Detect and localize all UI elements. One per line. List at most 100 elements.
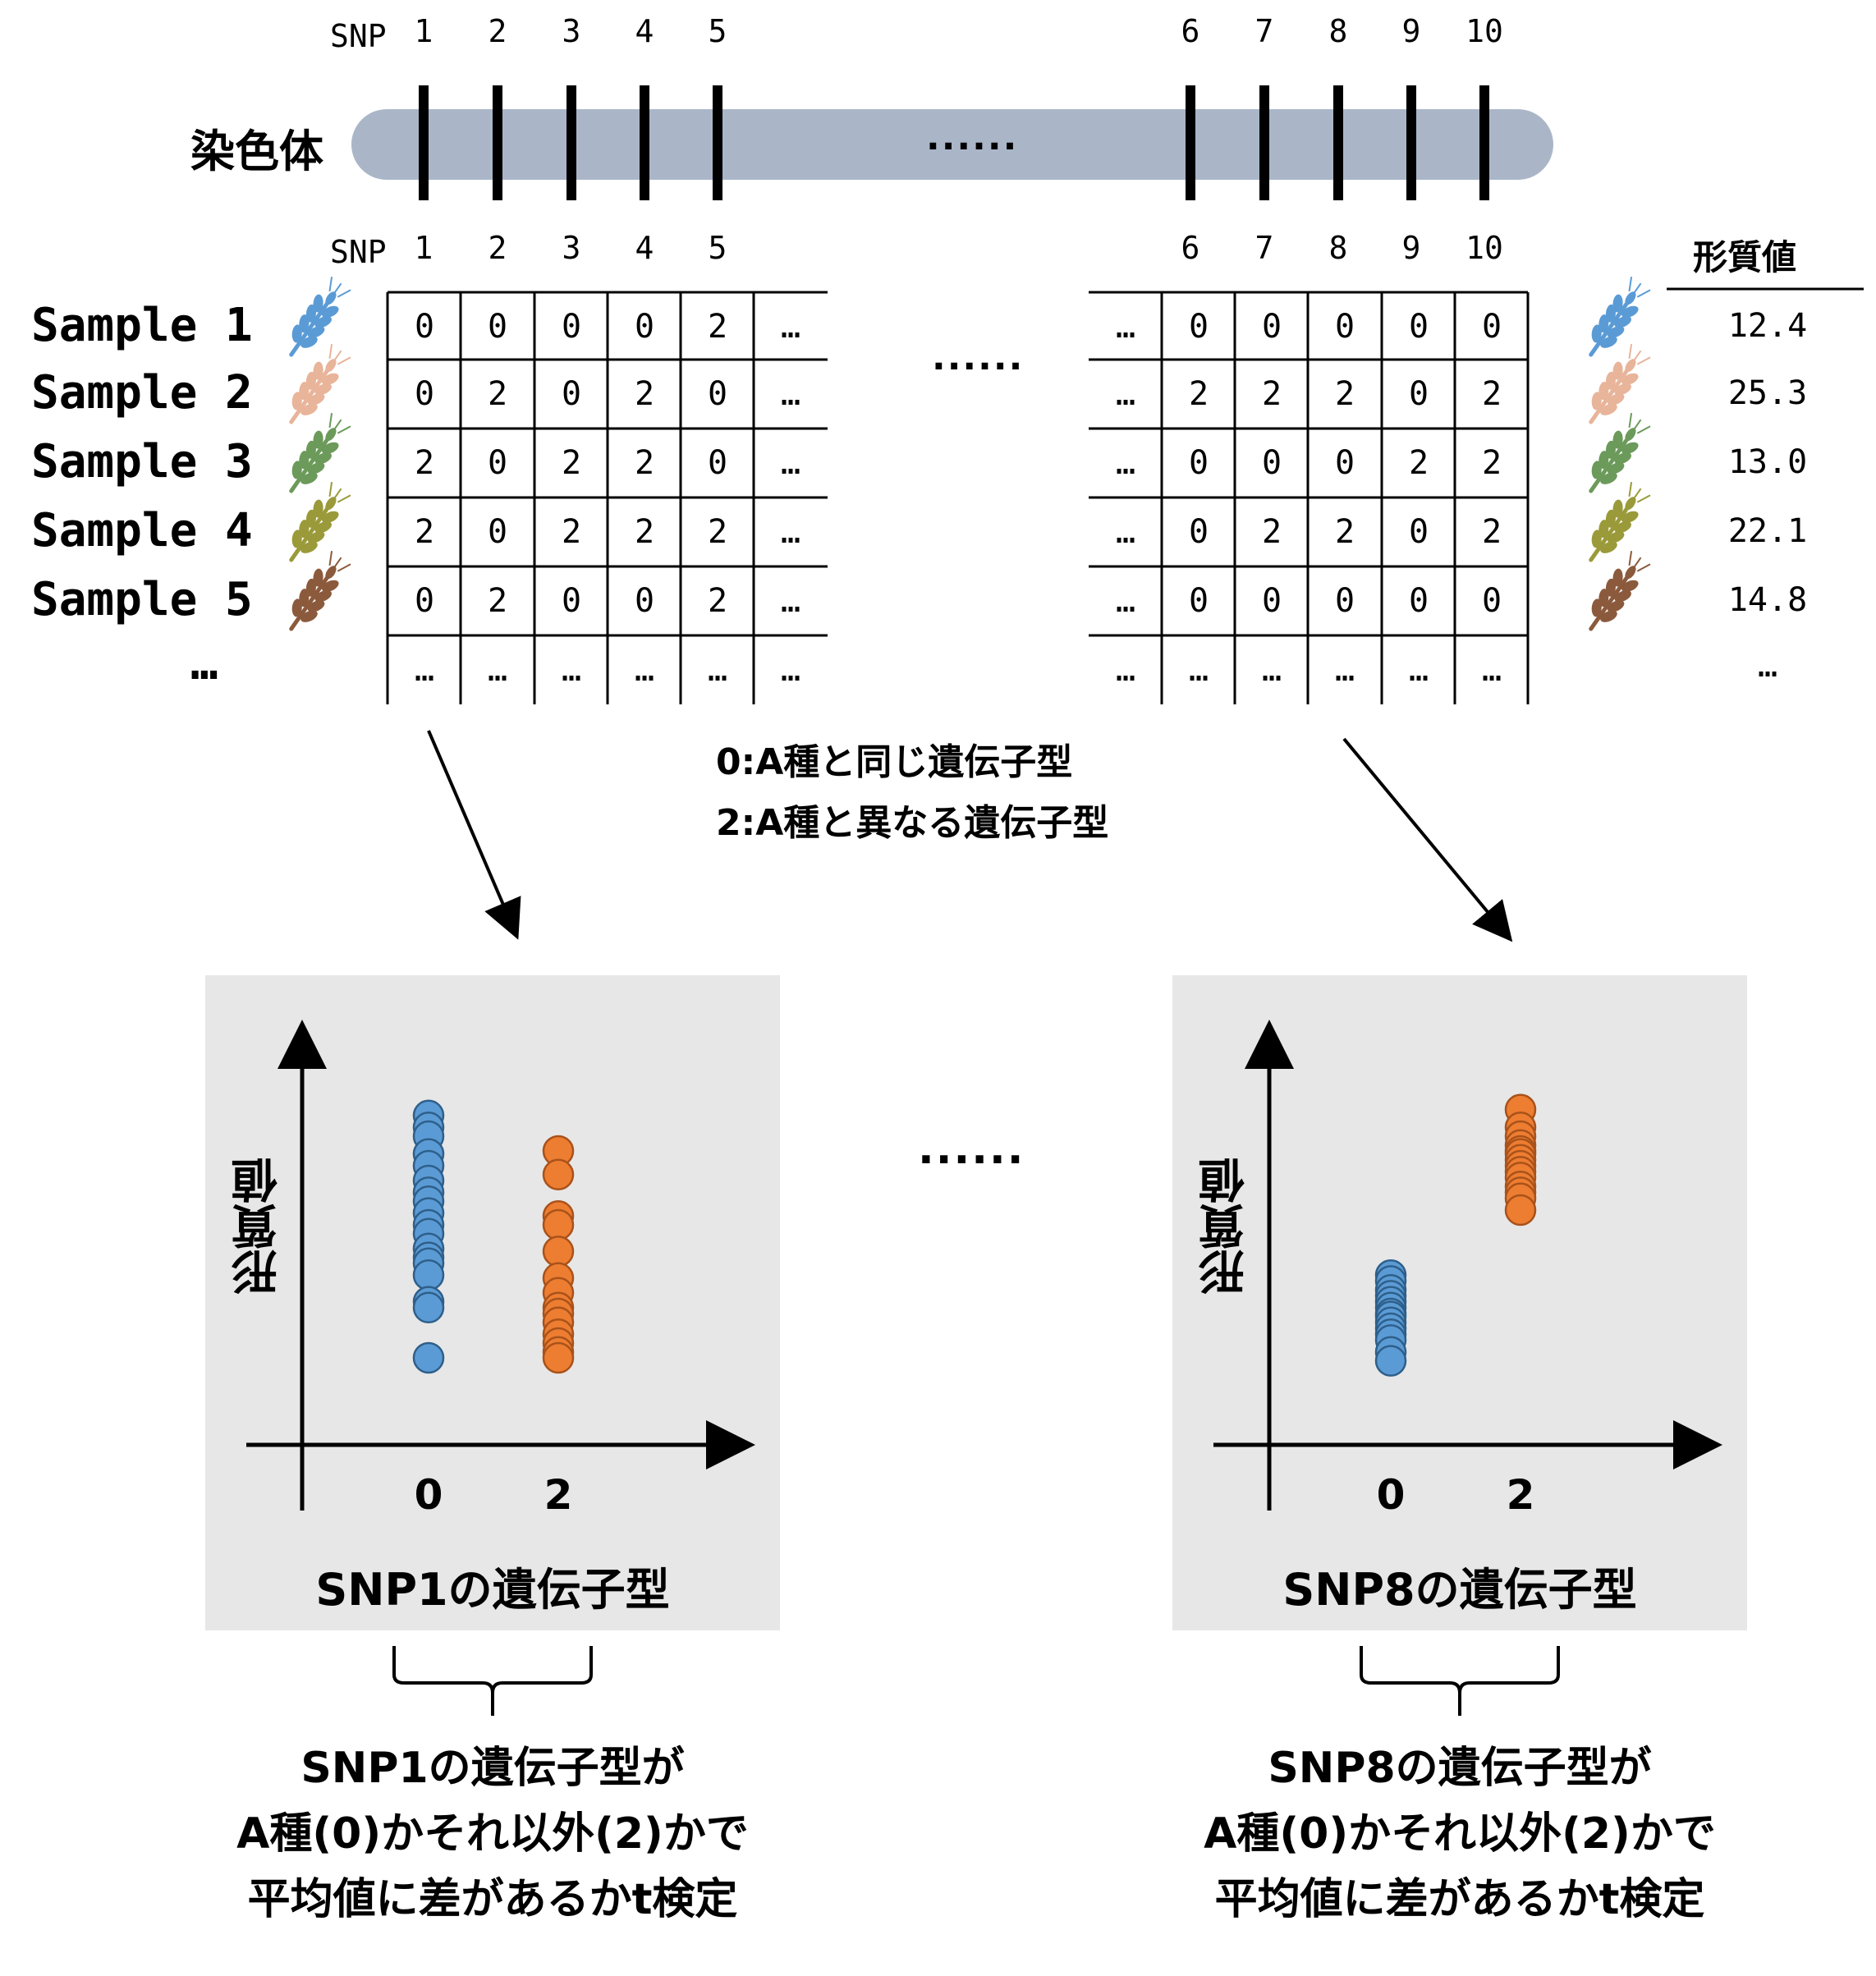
arrows: [427, 730, 1513, 942]
genotype-cell: 0: [707, 375, 728, 413]
snp-number-table: 5: [708, 230, 727, 266]
chromosome-label: 染色体: [190, 126, 323, 177]
data-point: [542, 1341, 575, 1374]
trait-value: 14.8: [1727, 581, 1808, 619]
wheat-icon: [1589, 344, 1651, 424]
genotype-cell: …: [414, 651, 435, 689]
y-axis-title: 形質値: [1199, 1158, 1252, 1295]
genotype-cell: …: [1481, 651, 1502, 689]
caption-line: 平均値に差があるかt検定: [247, 1875, 738, 1924]
snp-number-table: 6: [1181, 230, 1200, 266]
data-point: [1374, 1345, 1407, 1377]
genotype-cell: …: [780, 308, 801, 346]
genotype-cell: 2: [487, 582, 508, 620]
genotype-cell: 2: [707, 513, 728, 551]
x-axis-title: SNP8の遺伝子型: [1282, 1564, 1637, 1616]
genotype-cell: 2: [707, 582, 728, 620]
genotype-cell: 2: [1481, 444, 1502, 482]
plots-ellipsis: ......: [918, 1125, 1025, 1174]
genotype-cell: 2: [1408, 444, 1429, 482]
snp-number-table: 2: [488, 230, 507, 266]
genotype-cell: 0: [1188, 513, 1209, 551]
wheat-icon: [289, 482, 351, 562]
trait-value: 12.4: [1727, 307, 1808, 345]
genotype-cell: 2: [1188, 375, 1209, 413]
genotype-cell: 2: [1261, 375, 1282, 413]
table-ellipsis: ......: [932, 337, 1025, 378]
chromosome-ellipsis: ......: [926, 117, 1019, 158]
genotype-cell: 0: [1334, 308, 1355, 346]
genotype-cell: 0: [1188, 308, 1209, 346]
genotype-cell: …: [1115, 582, 1136, 620]
snp-number-top: 9: [1401, 13, 1421, 49]
genotype-cell: …: [780, 651, 801, 689]
genotype-cell: 0: [707, 444, 728, 482]
genotype-cell: 0: [1188, 444, 1209, 482]
data-point: [542, 1208, 575, 1241]
x-axis-title: SNP1の遺伝子型: [315, 1564, 670, 1616]
genotype-cell: …: [1188, 651, 1209, 689]
genotype-cell: 0: [561, 582, 582, 620]
data-point: [542, 1158, 575, 1191]
genotype-cell: …: [780, 582, 801, 620]
trait-value: 25.3: [1727, 374, 1808, 412]
genotype-cell: 2: [414, 444, 435, 482]
snp-label-table: SNP: [330, 234, 387, 270]
x-tick-label: 2: [544, 1471, 573, 1519]
genotype-cell: 2: [487, 375, 508, 413]
genotype-cell: 2: [1481, 375, 1502, 413]
genotype-cell: 0: [634, 582, 655, 620]
genotype-cell: …: [561, 651, 582, 689]
genotype-cell: 0: [1188, 582, 1209, 620]
genotype-cell: 0: [414, 375, 435, 413]
data-point: [542, 1236, 575, 1268]
genotype-cell: 2: [414, 513, 435, 551]
wheat-icon: [289, 277, 351, 357]
snp-number-top: 4: [635, 13, 654, 49]
plot-panel: [205, 975, 780, 1630]
x-tick-label: 0: [414, 1471, 443, 1519]
snp-number-top: 3: [562, 13, 581, 49]
genotype-cell: 2: [561, 513, 582, 551]
data-point: [412, 1291, 445, 1324]
genotype-cell: 0: [634, 308, 655, 346]
snp-number-table: 7: [1254, 230, 1274, 266]
chromosome-bar: [351, 109, 1553, 180]
genotype-cell: 0: [1334, 582, 1355, 620]
genotype-cell: …: [1115, 375, 1136, 413]
caption-line: SNP8の遺伝子型が: [1268, 1744, 1652, 1793]
wheat-icon: [1589, 413, 1651, 493]
snp-label-top: SNP: [330, 18, 387, 54]
genotype-cell: 2: [561, 444, 582, 482]
genotype-cell: 0: [1408, 582, 1429, 620]
genotype-cell: …: [1115, 308, 1136, 346]
genotype-cell: 0: [1334, 444, 1355, 482]
genotype-cell: 0: [487, 444, 508, 482]
snp-number-top: 1: [414, 13, 433, 49]
caption-line: A種(0)かそれ以外(2)かで: [1204, 1809, 1716, 1859]
genotype-cell: 0: [561, 375, 582, 413]
brace: [1360, 1646, 1560, 1716]
genotype-cell: …: [1334, 651, 1355, 689]
genotype-cell: …: [1115, 513, 1136, 551]
y-axis-title: 形質値: [232, 1158, 285, 1295]
genotype-cell: …: [1261, 651, 1282, 689]
trait-value-more: …: [1757, 647, 1778, 685]
genotype-cell: 0: [561, 308, 582, 346]
sample-name: Sample 5: [31, 573, 253, 626]
snp-number-top: 5: [708, 13, 727, 49]
arrow-right: [1342, 737, 1513, 942]
wheat-icon: [1589, 551, 1651, 631]
snp-number-table: 8: [1328, 230, 1348, 266]
genotype-cell: 0: [414, 582, 435, 620]
snp-number-top: 8: [1328, 13, 1348, 49]
snp-number-top: 6: [1181, 13, 1200, 49]
sample-name: Sample 4: [31, 504, 253, 557]
legend-line-1: 2:A種と異なる遺伝子型: [716, 802, 1109, 844]
genotype-cell: 0: [487, 308, 508, 346]
genotype-cell: …: [780, 375, 801, 413]
data-point: [412, 1341, 445, 1374]
genotype-cell: …: [1115, 651, 1136, 689]
sample-name: Sample 2: [31, 366, 253, 419]
